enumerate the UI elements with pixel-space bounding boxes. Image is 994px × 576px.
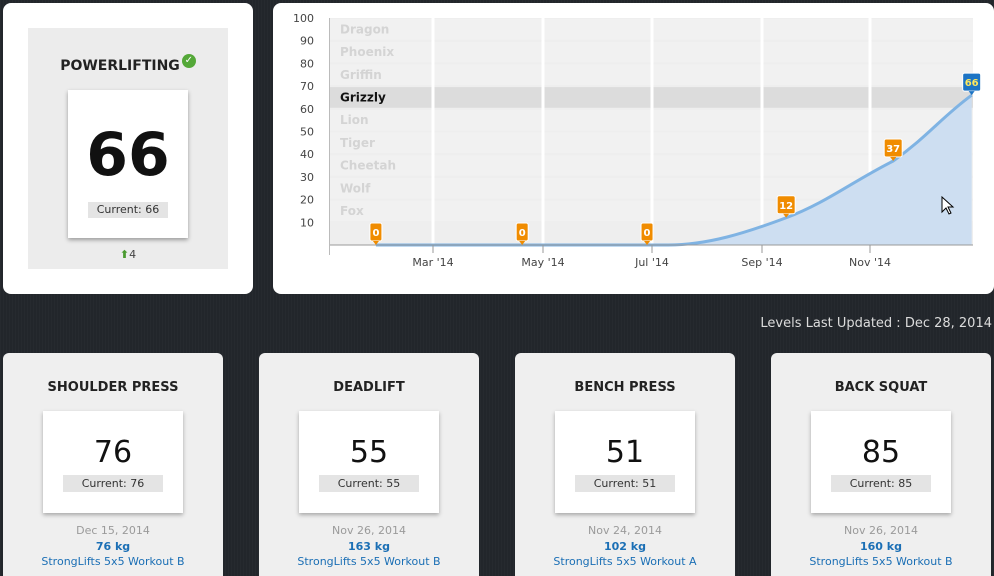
level-label: Griffin — [340, 68, 382, 82]
levels-last-updated: Levels Last Updated : Dec 28, 2014 — [760, 316, 992, 331]
summary-title: POWERLIFTING ✓ — [28, 54, 228, 74]
lift-weight-link[interactable]: 160 kg — [860, 540, 902, 553]
data-point-marker[interactable]: 12 — [776, 195, 796, 218]
y-tick-label: 10 — [300, 216, 314, 229]
lift-level: 76 — [93, 435, 133, 470]
lift-title: DEADLIFT — [333, 380, 405, 395]
lift-level-box: 76 Current: 76 — [43, 411, 183, 513]
lift-level: 55 — [349, 435, 389, 470]
y-tick-label: 70 — [300, 80, 314, 93]
lift-title: SHOULDER PRESS — [47, 380, 179, 395]
check-icon: ✓ — [181, 54, 196, 68]
lift-weight-link[interactable]: 163 kg — [348, 540, 390, 553]
lift-card: SHOULDER PRESS 76 Current: 76 Dec 15, 20… — [3, 353, 223, 576]
level-label: Grizzly — [340, 90, 386, 104]
summary-change-value: 4 — [129, 248, 137, 261]
data-point-marker[interactable]: 37 — [883, 138, 903, 162]
lift-current-badge: Current: 76 — [63, 475, 163, 492]
data-point-label: 37 — [886, 144, 900, 155]
lift-date: Nov 26, 2014 — [332, 524, 406, 537]
lift-level: 51 — [605, 435, 645, 470]
lift-current-badge: Current: 55 — [319, 475, 419, 492]
summary-change: ⬆4 — [28, 248, 228, 261]
lift-card: BENCH PRESS 51 Current: 51 Nov 24, 2014 … — [515, 353, 735, 576]
lift-workout-link[interactable]: StrongLifts 5x5 Workout B — [297, 555, 441, 568]
data-point-label: 0 — [372, 228, 379, 239]
level-label: Lion — [340, 113, 369, 127]
data-point-marker[interactable]: 0 — [515, 222, 529, 245]
mouse-cursor-icon — [941, 196, 955, 215]
level-label: Wolf — [340, 181, 371, 195]
data-point-label: 12 — [779, 201, 793, 212]
lift-card: BACK SQUAT 85 Current: 85 Nov 26, 2014 1… — [771, 353, 991, 576]
x-tick-label: Sep '14 — [741, 256, 782, 269]
summary-current-badge: Current: 66 — [88, 202, 168, 218]
y-tick-label: 100 — [293, 12, 314, 25]
lift-workout-link[interactable]: StrongLifts 5x5 Workout A — [553, 555, 697, 568]
lift-weight-link[interactable]: 102 kg — [604, 540, 646, 553]
level-label: Tiger — [340, 136, 375, 150]
x-tick-label: Jul '14 — [634, 256, 669, 269]
y-tick-label: 50 — [300, 126, 314, 139]
arrow-up-icon: ⬆ — [119, 248, 130, 261]
lift-workout-link[interactable]: StrongLifts 5x5 Workout B — [41, 555, 185, 568]
y-tick-label: 60 — [300, 103, 314, 116]
lift-date: Nov 24, 2014 — [588, 524, 662, 537]
x-tick-label: Nov '14 — [849, 256, 891, 269]
level-label: Phoenix — [340, 45, 394, 59]
series-area — [375, 95, 972, 246]
level-label: Dragon — [340, 22, 389, 36]
level-label: Fox — [340, 204, 364, 218]
series-line — [375, 93, 973, 247]
summary-card: POWERLIFTING ✓ 66 Current: 66 ⬆4 — [3, 3, 253, 294]
lift-workout-link[interactable]: StrongLifts 5x5 Workout B — [809, 555, 953, 568]
y-tick-label: 20 — [300, 194, 314, 207]
summary-level: 66 — [86, 120, 170, 190]
x-tick-label: May '14 — [521, 256, 564, 269]
data-point-label: 0 — [644, 228, 651, 239]
data-point-marker[interactable]: 0 — [369, 222, 383, 245]
y-tick-label: 80 — [300, 57, 314, 70]
data-point-marker[interactable]: 66 — [962, 72, 982, 96]
data-point-label: 0 — [519, 228, 526, 239]
y-tick-label: 40 — [300, 148, 314, 161]
lift-current-badge: Current: 85 — [831, 475, 931, 492]
level-label: Cheetah — [340, 159, 396, 173]
lift-level: 85 — [861, 435, 901, 470]
lift-title: BACK SQUAT — [834, 380, 928, 395]
lift-date: Nov 26, 2014 — [844, 524, 918, 537]
summary-level-box: 66 Current: 66 — [68, 90, 188, 238]
lift-level-box: 55 Current: 55 — [299, 411, 439, 513]
lift-weight-link[interactable]: 76 kg — [95, 540, 131, 553]
progress-chart-card: 100 90 80 70 60 50 40 30 20 10 Mar '14 May '14 Jul … — [273, 3, 994, 294]
x-tick-label: Mar '14 — [412, 256, 453, 269]
data-point-marker[interactable]: 0 — [640, 222, 654, 245]
lift-current-badge: Current: 51 — [575, 475, 675, 492]
summary-panel: POWERLIFTING ✓ 66 Current: 66 ⬆4 — [28, 28, 228, 269]
summary-title-text: POWERLIFTING — [60, 58, 180, 74]
lift-date: Dec 15, 2014 — [76, 524, 150, 537]
data-point-label: 66 — [965, 78, 979, 89]
y-tick-label: 30 — [300, 171, 314, 184]
lift-card: DEADLIFT 55 Current: 55 Nov 26, 2014 163… — [259, 353, 479, 576]
y-tick-label: 90 — [300, 35, 314, 48]
lift-level-box: 51 Current: 51 — [555, 411, 695, 513]
lift-level-box: 85 Current: 85 — [811, 411, 951, 513]
progress-chart[interactable]: 100 90 80 70 60 50 40 30 20 10 Mar '14 May '14 Jul … — [273, 3, 994, 294]
lift-title: BENCH PRESS — [574, 380, 676, 395]
